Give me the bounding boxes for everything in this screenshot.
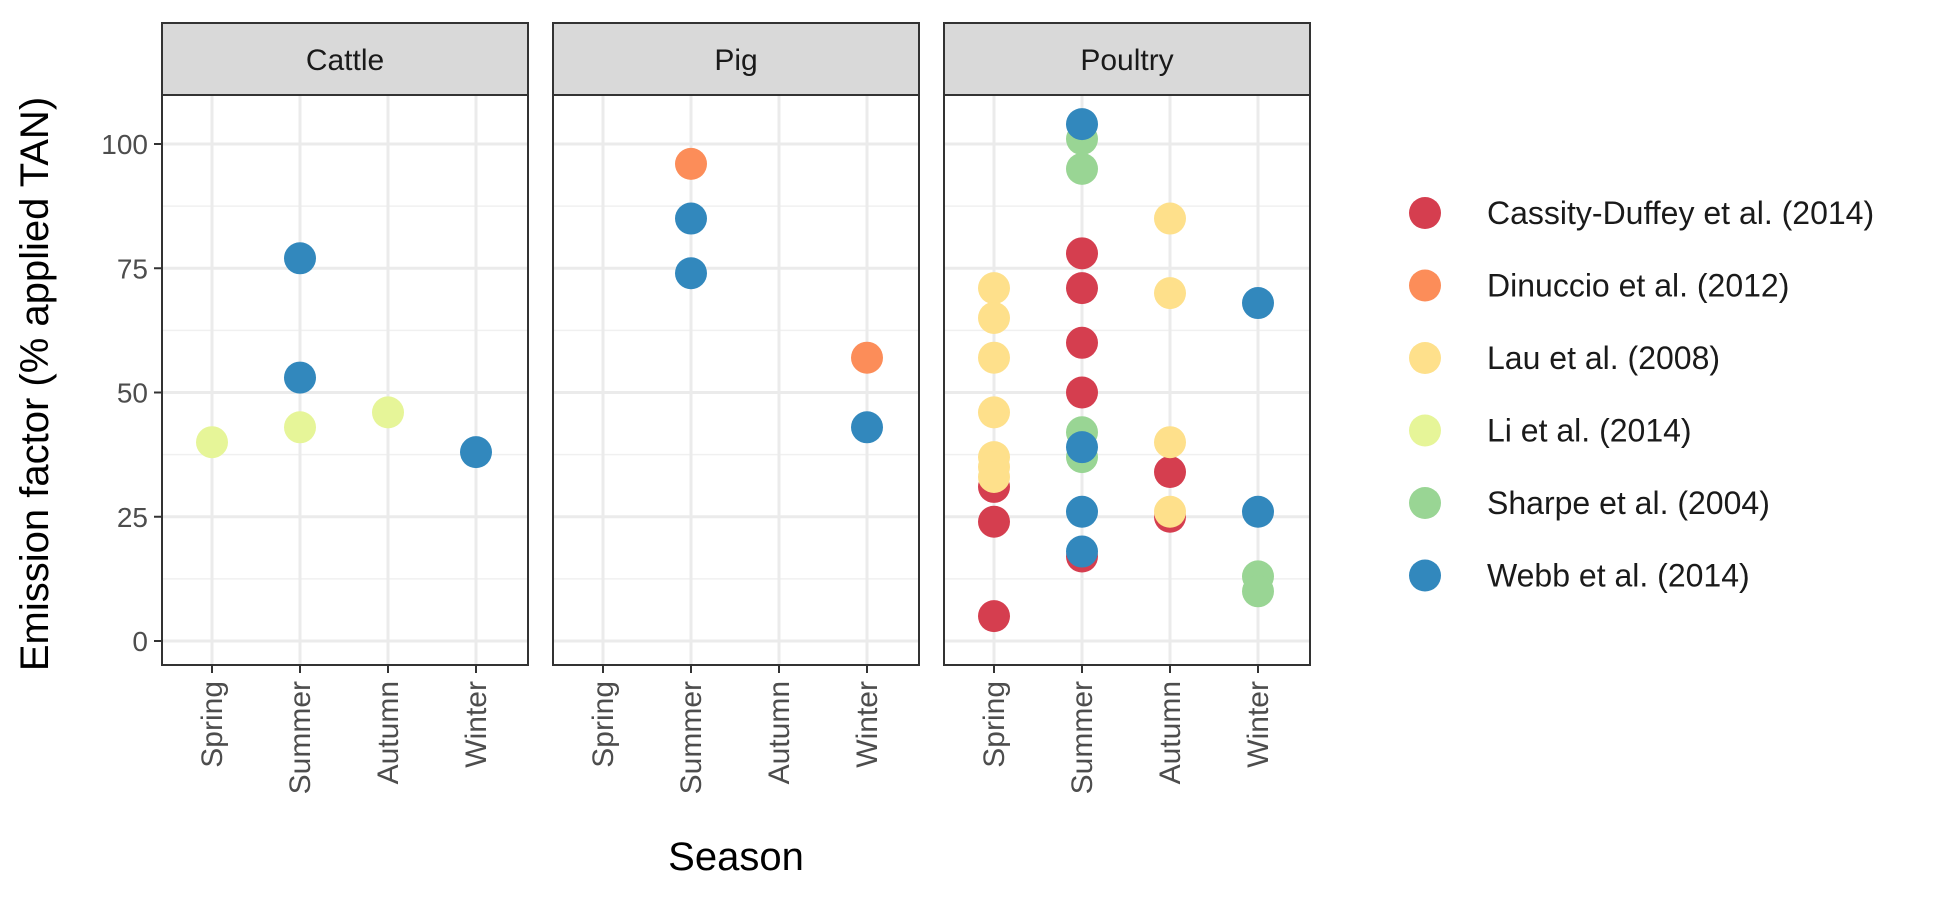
data-point [372,396,404,429]
data-point [1066,272,1098,305]
data-point [978,272,1010,305]
data-point [1242,575,1274,608]
facet-label-cattle: Cattle [306,44,384,77]
panel-background [162,95,528,665]
data-point [978,341,1010,374]
x-tick-label-summer: Summer [284,681,317,794]
data-point [675,147,707,180]
data-point [1066,376,1098,409]
legend-key [1409,197,1441,229]
data-point [460,436,492,469]
data-point [1242,495,1274,528]
data-point [675,257,707,290]
series-dinuccio-et-al-2012 [675,147,883,374]
y-axis-title: Emission factor (% applied TAN) [13,97,57,671]
y-tick-label-0: 0 [132,626,148,657]
legend-item-cassity-duffey-et-al-2014: Cassity-Duffey et al. (2014) [1409,195,1874,231]
data-point [1066,108,1098,141]
facet-panel-pig: Pig Spring Summer Autumn Winter [552,22,920,794]
data-point [196,426,228,459]
data-point [978,460,1010,493]
panel-background [553,95,919,665]
data-point [1154,277,1186,310]
x-tick-label-autumn: Autumn [372,681,405,784]
data-point [978,301,1010,334]
data-point [1066,326,1098,359]
data-point [1066,535,1098,568]
legend-key [1409,342,1441,374]
data-point [1242,287,1274,320]
x-tick-label-winter: Winter [1242,681,1275,768]
y-tick-label-100: 100 [101,129,148,160]
data-point [851,411,883,444]
data-point [284,361,316,394]
legend-item-sharpe-et-al-2004: Sharpe et al. (2004) [1409,485,1770,521]
x-tick-label-spring: Spring [978,681,1011,768]
x-tick-label-autumn: Autumn [1154,681,1187,784]
facet-panel-cattle: Cattle Spring Summer Autumn Winter 0 25 50 75 100 [101,22,529,794]
legend-label: Webb et al. (2014) [1487,558,1750,594]
legend-item-dinuccio-et-al-2012: Dinuccio et al. (2012) [1409,268,1789,304]
legend-item-lau-et-al-2008: Lau et al. (2008) [1409,340,1720,376]
legend-label: Lau et al. (2008) [1487,340,1720,376]
legend-key [1409,414,1441,447]
data-point [1066,237,1098,270]
x-tick-label-winter: Winter [460,681,493,768]
x-tick-label-summer: Summer [675,681,708,794]
series-webb-et-al-2014 [284,108,1274,568]
data-point [978,396,1010,429]
legend-item-webb-et-al-2014: Webb et al. (2014) [1409,558,1750,594]
facet-panels: Cattle Spring Summer Autumn Winter 0 25 50 75 100… [101,22,1311,794]
data-point [851,341,883,374]
facet-strip [552,22,920,96]
data-point [978,600,1010,633]
legend-label: Li et al. (2014) [1487,413,1692,449]
x-tick-label-spring: Spring [196,681,229,768]
y-tick-label-75: 75 [117,253,148,284]
data-point [1066,495,1098,528]
legend-label: Dinuccio et al. (2012) [1487,268,1789,304]
data-points [196,108,1274,633]
facet-label-pig: Pig [714,44,757,77]
legend: Cassity-Duffey et al. (2014) Dinuccio et … [1409,195,1874,594]
y-tick-label-50: 50 [117,378,148,409]
series-li-et-al-2014 [196,396,404,459]
x-axis-title: Season [668,835,804,879]
legend-key [1409,269,1441,302]
facet-strip [161,22,529,96]
x-tick-label-spring: Spring [587,681,620,768]
data-point [284,411,316,444]
data-point [1154,456,1186,489]
facet-strip [943,22,1311,96]
legend-key [1409,487,1441,519]
facet-label-poultry: Poultry [1080,44,1173,77]
x-tick-label-autumn: Autumn [763,681,796,784]
legend-item-li-et-al-2014: Li et al. (2014) [1409,413,1692,449]
data-point [1066,431,1098,464]
data-point [1154,495,1186,528]
x-tick-label-summer: Summer [1066,681,1099,794]
data-point [1066,152,1098,185]
series-lau-et-al-2008 [978,202,1186,528]
data-point [284,242,316,275]
data-point [675,202,707,235]
data-point [1154,202,1186,235]
y-tick-label-25: 25 [117,502,148,533]
legend-label: Sharpe et al. (2004) [1487,485,1770,521]
data-point [1154,426,1186,459]
legend-label: Cassity-Duffey et al. (2014) [1487,195,1874,231]
data-point [978,505,1010,538]
x-tick-label-winter: Winter [851,681,884,768]
legend-key [1409,559,1441,592]
